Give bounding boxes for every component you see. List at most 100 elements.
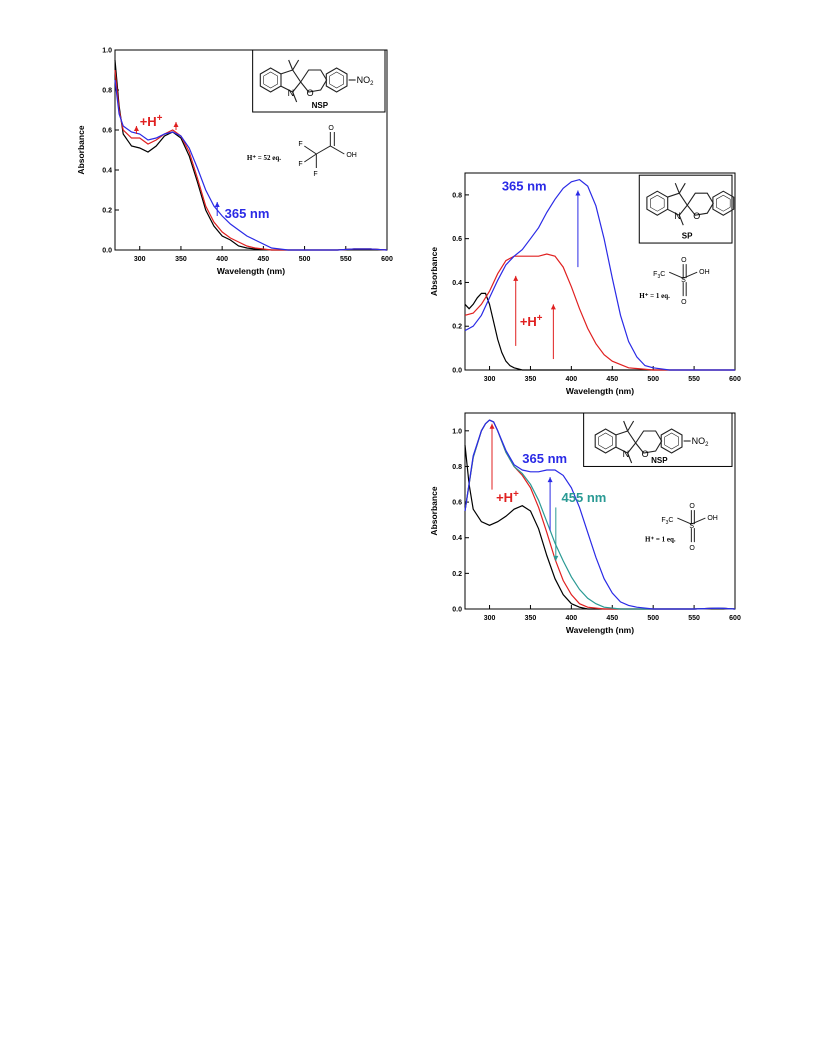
- x-tick-label: 350: [175, 256, 187, 263]
- x-tick-label: 600: [729, 376, 741, 383]
- nitro-group: NO2: [692, 436, 710, 448]
- n-methyl: [292, 91, 298, 103]
- irradiation-label: 365 nm: [225, 206, 270, 221]
- gem-dimethyl: [623, 420, 635, 432]
- x-tick-label: 400: [566, 376, 578, 383]
- x-tick-label: 400: [216, 256, 228, 263]
- structure-name: SP: [682, 232, 693, 241]
- y-tick-label: 0.0: [452, 607, 462, 614]
- cf3-group: F3C: [653, 271, 665, 280]
- red-arrow-head: [173, 122, 179, 127]
- blue-arrow-head: [575, 190, 581, 196]
- absorbance-chart-nsp-tfsa: Absorbance Wavelength (nm) 300 350 400 450 5…: [429, 412, 741, 635]
- gem-dimethyl: [288, 59, 300, 71]
- aromatic-inner-ring: [329, 71, 344, 89]
- x-tick-label: 300: [484, 376, 496, 383]
- equivalents-label: H⁺ = 1 eq.: [645, 535, 676, 543]
- x-tick-label: 450: [606, 615, 618, 622]
- series-line-red: [464, 253, 735, 371]
- oxygen-atom: O: [642, 449, 649, 459]
- triflic-skeleton: [668, 264, 698, 297]
- oxygen-atom: O: [307, 88, 314, 98]
- oxygen-atom: O: [693, 211, 700, 221]
- y-tick-label: 1.0: [102, 48, 112, 55]
- x-tick-label: 300: [134, 256, 146, 263]
- y-tick-label: 0.6: [452, 500, 462, 507]
- blue-arrow-head: [214, 202, 220, 207]
- sulfur-atom: S: [689, 523, 694, 530]
- y-tick-label: 0.8: [102, 88, 112, 95]
- x-tick-label: 600: [729, 615, 741, 622]
- hydroxyl-group: OH: [699, 269, 710, 276]
- structure-box: [583, 412, 733, 467]
- sulfonyl-oxygen: O: [689, 503, 695, 510]
- tfa-skeleton: [316, 132, 345, 155]
- red-arrow-head: [550, 304, 556, 310]
- series-line-black: [464, 445, 736, 610]
- x-tick-label: 600: [381, 256, 393, 263]
- benzopyran-ring: [325, 67, 348, 93]
- aromatic-inner-ring: [664, 432, 679, 450]
- nitro-group: NO2: [357, 75, 375, 87]
- y-tick-label: 0.2: [452, 324, 462, 331]
- chart-panel-nsp-tfa: Absorbance Wavelength (nm) 300 350 400 450 5…: [70, 45, 400, 290]
- cf3-group: F3C: [661, 517, 673, 526]
- proton-label: +H+: [140, 113, 163, 129]
- x-axis-label: Wavelength (nm): [217, 266, 285, 276]
- hydroxyl-group: OH: [346, 152, 357, 159]
- irradiation-label: 365 nm: [522, 451, 567, 466]
- y-tick-label: 0.8: [452, 464, 462, 471]
- n-methyl: [627, 452, 633, 464]
- gem-dimethyl: [674, 182, 686, 194]
- chart-panel-sp-tfsa: Absorbance Wavelength (nm) 300 350 400 450 5…: [423, 168, 745, 408]
- sulfonyl-oxygen: O: [689, 545, 695, 552]
- y-tick-label: 0.0: [102, 248, 112, 255]
- x-tick-label: 500: [647, 376, 659, 383]
- y-tick-label: 0.6: [452, 236, 462, 243]
- x-tick-label: 500: [647, 615, 659, 622]
- benzopyran-ring: [712, 190, 735, 216]
- irradiation-label-2: 455 nm: [562, 490, 607, 505]
- x-tick-label: 450: [258, 256, 270, 263]
- sulfonyl-oxygen: O: [681, 257, 687, 264]
- y-tick-label: 0.4: [452, 280, 462, 287]
- n-methyl: [678, 214, 684, 226]
- sulfonyl-oxygen: O: [681, 299, 687, 306]
- series-line-black: [464, 292, 735, 371]
- absorbance-chart-sp-tfsa: Absorbance Wavelength (nm) 300 350 400 450 5…: [429, 172, 741, 396]
- red-arrow-head: [133, 126, 139, 131]
- aromatic-inner-ring: [263, 71, 278, 89]
- proton-label: +H+: [496, 489, 519, 505]
- series-line-blue: [464, 178, 735, 371]
- nitrogen-atom: N: [623, 449, 630, 459]
- fluorine-atom: F: [298, 141, 302, 148]
- aromatic-inner-ring: [598, 432, 613, 450]
- x-tick-label: 450: [606, 376, 618, 383]
- x-tick-label: 350: [525, 615, 537, 622]
- y-tick-label: 0.0: [452, 368, 462, 375]
- structure-box: [252, 49, 386, 113]
- y-axis-label: Absorbance: [76, 125, 86, 174]
- triflic-skeleton: [677, 510, 706, 543]
- fluorine-atom: F: [313, 171, 317, 178]
- x-tick-label: 400: [566, 615, 578, 622]
- teal-arrow-head: [553, 555, 559, 561]
- structure-box: [638, 174, 733, 244]
- aromatic-inner-ring: [650, 194, 665, 212]
- y-tick-label: 0.4: [452, 535, 462, 542]
- irradiation-label: 365 nm: [502, 179, 547, 194]
- structure-name: NSP: [312, 101, 329, 110]
- y-tick-label: 0.2: [102, 208, 112, 215]
- x-tick-label: 550: [688, 376, 700, 383]
- x-axis-label: Wavelength (nm): [566, 625, 634, 635]
- benzopyran-ring: [660, 428, 683, 454]
- series-line-blue: [464, 419, 736, 610]
- red-arrow-head: [513, 275, 519, 281]
- sulfur-atom: S: [681, 277, 686, 284]
- aromatic-inner-ring: [716, 194, 731, 212]
- plot-frame: [114, 49, 388, 251]
- equivalents-label: H⁺ = 1 eq.: [639, 292, 670, 300]
- blue-arrow-head: [547, 477, 553, 483]
- x-tick-label: 550: [688, 615, 700, 622]
- hydroxyl-group: OH: [707, 515, 718, 522]
